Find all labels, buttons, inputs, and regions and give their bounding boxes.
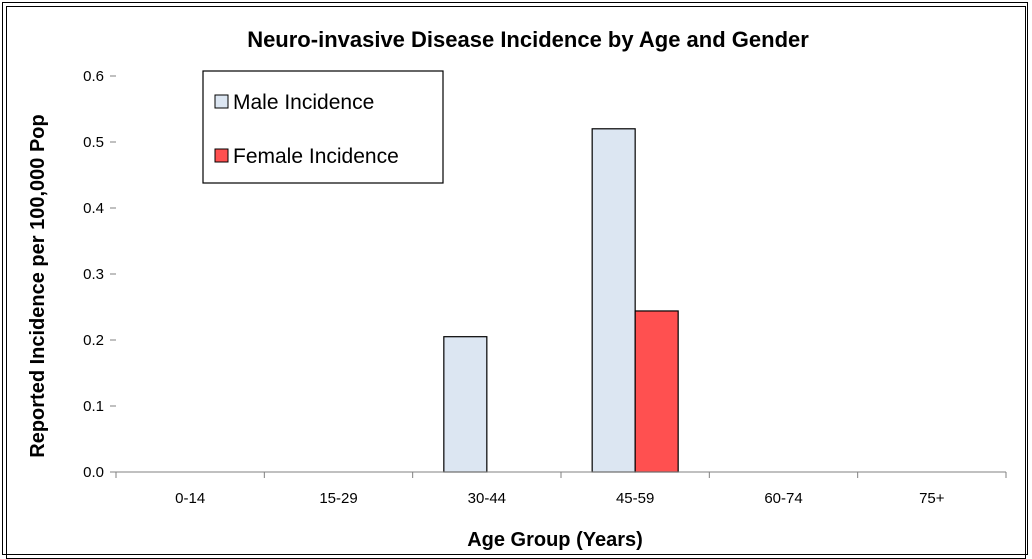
bar-male-45-59 [591,128,636,473]
x-axis-ticks: 0-14 15-29 30-44 45-59 60-74 75+ [115,472,1007,507]
y-axis-label: Reported Incidence per 100,000 Pop [27,114,49,457]
x-axis-label: Age Group (Years) [467,529,643,551]
bar-male-30-44 [443,336,488,473]
legend-label-female: Female Incidence [233,145,399,168]
x-tick-label: 45-59 [616,490,654,507]
y-tick-label: 0.3 [83,266,104,283]
legend-label-male: Male Incidence [233,91,374,114]
y-tick-label: 0.1 [83,398,104,415]
y-axis-ticks: 0.0 0.1 0.2 0.3 0.4 0.5 0.6 [83,68,116,481]
x-tick-label: 15-29 [319,490,357,507]
x-tick-label: 60-74 [764,490,802,507]
y-tick-label: 0.4 [83,200,104,217]
bar-female-45-59 [634,310,679,473]
y-tick-label: 0.0 [83,464,104,481]
y-tick-label: 0.2 [83,332,104,349]
y-tick-label: 0.6 [83,68,104,85]
x-tick-label: 30-44 [468,490,506,507]
bars-group [443,128,679,473]
legend-swatch-male [214,94,229,109]
legend-swatch-female [214,148,229,163]
x-tick-label: 75+ [919,490,945,507]
chart-title: Neuro-invasive Disease Incidence by Age … [247,27,809,52]
x-tick-label: 0-14 [175,490,205,507]
legend: Male Incidence Female Incidence [202,70,444,184]
y-tick-label: 0.5 [83,134,104,151]
legend-box [202,70,444,184]
